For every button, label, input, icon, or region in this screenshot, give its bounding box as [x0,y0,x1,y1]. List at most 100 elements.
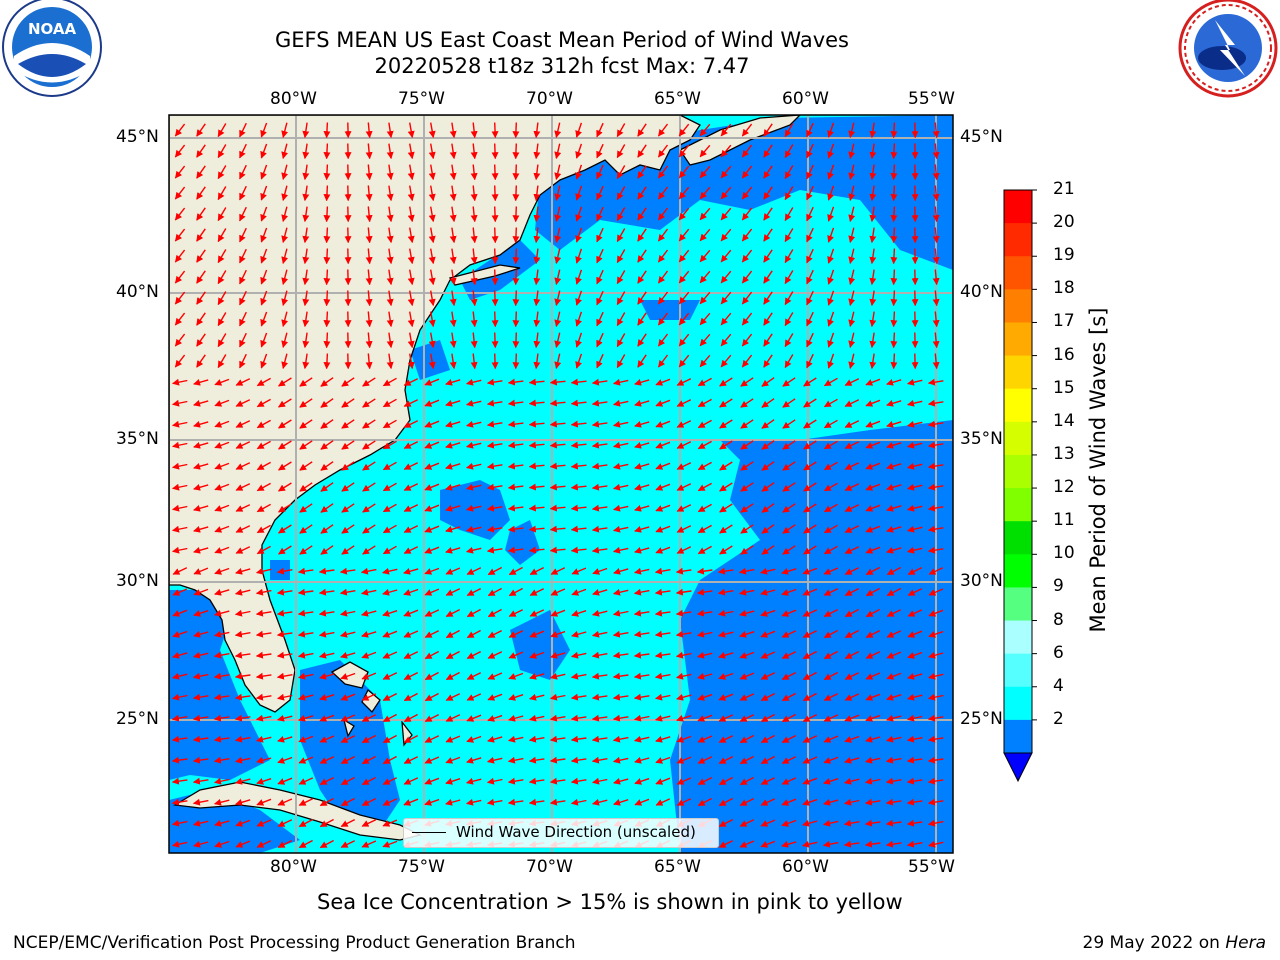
wave-direction-arrow [823,671,839,681]
wave-direction-arrow [298,672,314,680]
wave-direction-arrow [214,462,230,470]
wave-direction-arrow [927,441,944,449]
wave-direction-arrow [865,651,881,659]
wave-direction-arrow [365,311,373,328]
lon-label-top: 60°W [782,89,829,109]
wave-direction-arrow [407,227,415,244]
wave-direction-arrow [596,143,604,159]
wave-direction-arrow [741,186,753,200]
wave-direction-arrow [298,735,314,743]
wave-direction-arrow [827,164,835,180]
wave-direction-arrow [827,290,835,306]
wave-direction-arrow [278,482,292,492]
wave-direction-arrow [591,525,608,533]
wave-direction-arrow [529,673,545,680]
wave-direction-arrow [193,525,209,533]
wave-direction-arrow [886,400,902,407]
wave-direction-arrow [633,588,650,596]
wave-direction-arrow [382,713,397,723]
wave-direction-arrow [890,122,898,139]
wave-direction-arrow [323,290,331,307]
wave-direction-arrow [654,672,671,680]
wave-direction-arrow [428,143,436,160]
wave-direction-arrow [239,206,247,222]
wave-direction-arrow [234,651,251,659]
wave-direction-arrow [571,630,587,638]
wave-direction-arrow [554,143,562,159]
wave-direction-arrow [760,651,776,659]
wave-direction-arrow [637,354,647,368]
wave-direction-arrow [570,462,587,470]
wave-direction-arrow [718,609,734,617]
wave-direction-arrow [676,441,692,449]
wave-direction-arrow [281,332,289,348]
wave-direction-arrow [193,399,209,407]
wave-direction-arrow [907,441,923,449]
wave-direction-arrow [256,419,271,429]
wave-direction-arrow [827,332,835,348]
wave-direction-arrow [299,398,313,408]
wave-direction-arrow [235,378,251,386]
wave-direction-arrow [678,123,690,137]
wave-direction-arrow [720,228,732,242]
lon-label-top: 75°W [398,89,445,109]
wave-direction-arrow [865,441,881,449]
wave-direction-arrow [174,228,186,242]
lat-label-right: 30°N [960,571,1003,591]
wave-direction-arrow [907,378,923,386]
wave-direction-arrow [806,206,814,222]
wave-direction-arrow [761,482,775,492]
wave-direction-arrow [741,123,753,137]
wave-direction-arrow [340,651,356,659]
wave-direction-arrow [782,524,796,534]
wave-direction-arrow [596,290,604,306]
wave-direction-arrow [718,672,734,680]
wave-direction-arrow [865,566,881,576]
wave-direction-arrow [549,420,566,428]
wave-direction-arrow [761,545,775,555]
wave-direction-arrow [512,269,520,286]
wave-direction-arrow [784,228,794,243]
wave-direction-arrow [886,587,902,597]
wave-direction-arrow [678,291,690,305]
colorbar-segment [1004,388,1032,423]
wave-direction-arrow [486,462,503,470]
wave-direction-arrow [678,207,690,221]
wave-direction-arrow [403,378,419,386]
wave-direction-arrow [529,693,545,701]
wave-direction-arrow [217,333,227,348]
wave-direction-arrow [529,566,545,576]
wave-direction-arrow [848,206,856,222]
wave-direction-arrow [761,377,775,387]
wave-direction-arrow [281,311,289,327]
wave-direction-arrow [739,672,755,680]
wave-direction-arrow [890,269,898,286]
wave-direction-arrow [927,378,944,386]
wave-direction-arrow [720,312,732,326]
wave-direction-arrow [927,462,944,470]
wave-direction-arrow [554,206,562,222]
wave-direction-arrow [320,398,334,408]
wave-direction-arrow [760,567,776,575]
wave-direction-arrow [741,291,753,305]
wave-direction-arrow [424,462,440,470]
wave-direction-arrow [720,165,732,179]
wave-direction-arrow [256,461,271,471]
wave-direction-arrow [533,185,541,202]
wave-direction-arrow [550,567,566,575]
wave-direction-arrow [782,482,796,492]
wave-direction-arrow [365,164,373,181]
wave-direction-arrow [697,377,712,387]
wave-direction-arrow [890,311,898,328]
wave-direction-arrow [806,290,814,306]
wave-direction-arrow [932,164,940,181]
wave-direction-arrow [806,332,814,348]
wave-direction-arrow [213,735,230,743]
wave-direction-arrow [278,545,292,555]
wave-direction-arrow [297,651,314,659]
colorbar-segment [1004,289,1032,323]
wave-direction-arrow [570,525,587,533]
wave-direction-arrow [890,353,898,370]
wave-direction-arrow [214,420,230,428]
wave-direction-arrow [760,672,776,680]
